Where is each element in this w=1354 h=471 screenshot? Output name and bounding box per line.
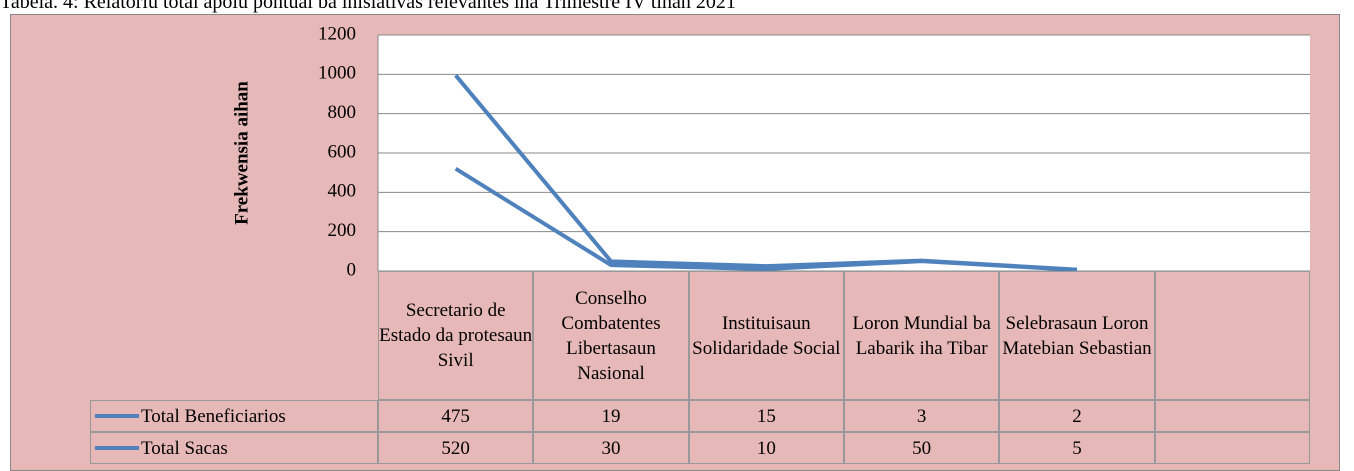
table-value: 19: [533, 400, 689, 432]
table-value: 475: [378, 400, 534, 432]
y-tick-label: 800: [328, 102, 357, 123]
y-tick-label: 0: [347, 259, 357, 280]
legend-swatch: [95, 414, 139, 418]
table-value: 30: [533, 432, 689, 464]
category-label: Selebrasaun Loron Matebian Sebastian: [999, 271, 1155, 400]
y-tick-label: 200: [328, 220, 357, 241]
category-label: [1154, 271, 1310, 400]
series-line: [454, 74, 1078, 272]
table-value: [1154, 432, 1310, 464]
y-tick-label: 1000: [318, 63, 356, 84]
table-value: 3: [844, 400, 1000, 432]
category-label: Loron Mundial ba Labarik iha Tibar: [844, 271, 1000, 400]
legend-swatch: [95, 446, 139, 450]
chart-title: Tabela. 4: Relatoriu total apoiu pontual…: [0, 0, 736, 13]
legend-label: Total Beneficiarios: [141, 405, 286, 427]
y-tick-label: 600: [328, 141, 357, 162]
legend-entry: Total Beneficiarios: [90, 400, 378, 432]
y-tick-label: 1200: [318, 23, 356, 44]
category-label: Instituisaun Solidaridade Social: [688, 271, 844, 400]
table-value: [1154, 400, 1310, 432]
y-tick-label: 400: [328, 181, 357, 202]
table-value: 10: [688, 432, 844, 464]
legend-label: Total Sacas: [141, 437, 228, 459]
y-axis-label: Frekwensia aihan: [231, 81, 252, 225]
category-label: Secretario de Estado da protesaun Sivil: [378, 271, 534, 400]
table-value: 5: [999, 432, 1155, 464]
legend-entry: Total Sacas: [90, 432, 378, 464]
category-label: Conselho Combatentes Libertasaun Nasiona…: [533, 271, 689, 400]
table-value: 520: [378, 432, 534, 464]
table-value: 2: [999, 400, 1155, 432]
table-value: 15: [688, 400, 844, 432]
table-value: 50: [844, 432, 1000, 464]
